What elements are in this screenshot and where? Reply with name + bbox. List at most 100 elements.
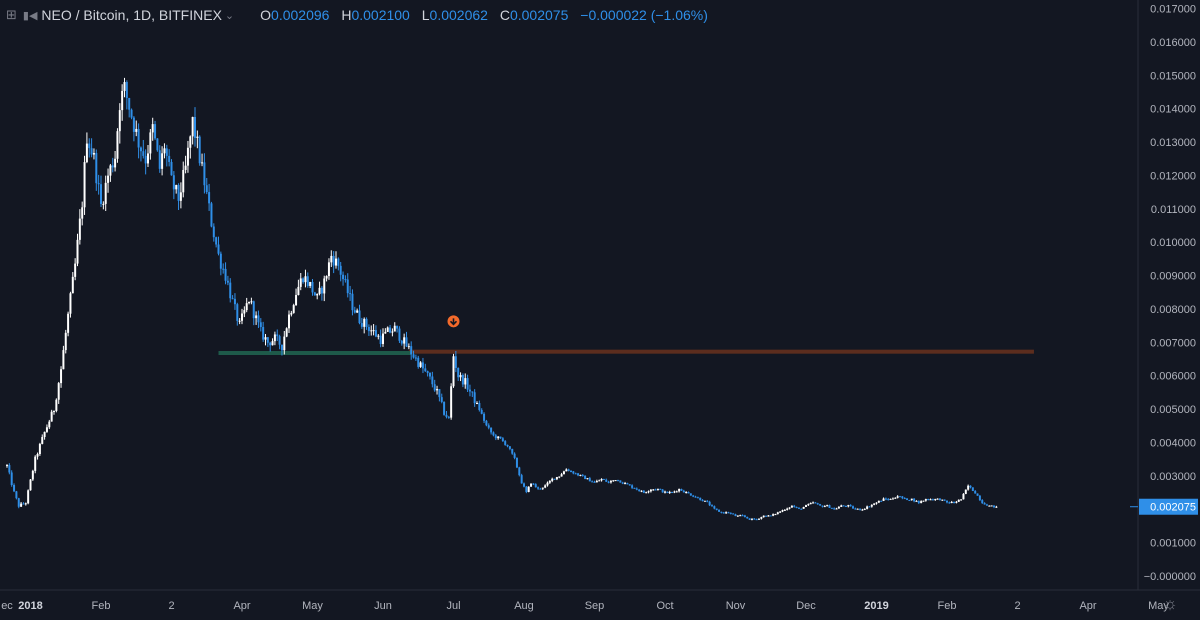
candle-body bbox=[243, 310, 246, 314]
candle-body bbox=[964, 489, 967, 494]
candle-body bbox=[356, 310, 359, 313]
candle-body bbox=[337, 258, 340, 266]
candle-body bbox=[523, 483, 525, 487]
candle-body bbox=[116, 131, 119, 159]
candle-body bbox=[654, 489, 657, 491]
candle-body bbox=[104, 182, 107, 204]
candle-body bbox=[400, 340, 403, 344]
candle-body bbox=[971, 487, 974, 491]
candle-body bbox=[974, 490, 977, 494]
candle-body bbox=[572, 471, 575, 474]
candle-body bbox=[525, 486, 528, 492]
y-tick-label: 0.014000 bbox=[1150, 104, 1196, 116]
candle-body bbox=[285, 328, 288, 337]
candle-body bbox=[55, 399, 58, 411]
candle-body bbox=[953, 501, 956, 503]
candle-body bbox=[591, 481, 594, 483]
candle-body bbox=[722, 512, 725, 514]
expand-icon[interactable]: ⊞ bbox=[6, 7, 17, 22]
candle-body bbox=[776, 512, 779, 515]
candle-body bbox=[788, 507, 791, 509]
candle-body bbox=[205, 185, 208, 193]
candle-body bbox=[807, 504, 810, 506]
candle-body bbox=[938, 498, 941, 501]
candle-body bbox=[262, 327, 265, 340]
candle-body bbox=[492, 432, 495, 436]
time-axis[interactable]: ec 2018 Feb 2 Apr May Jun Jul Aug Sep Oct Nov Dec 201… bbox=[1, 600, 1169, 612]
candle-body bbox=[736, 515, 739, 517]
support-level[interactable] bbox=[218, 351, 412, 356]
candle-body bbox=[43, 431, 46, 437]
candle-body bbox=[812, 502, 815, 504]
candle-body bbox=[417, 357, 420, 367]
candle-body bbox=[748, 518, 751, 520]
candle-body bbox=[826, 505, 829, 507]
candle-body bbox=[725, 512, 728, 514]
change-value: −0.000022 (−1.06%) bbox=[580, 7, 708, 23]
candle-body bbox=[631, 485, 634, 488]
candle-body bbox=[186, 147, 189, 166]
x-tick-label: 2018 bbox=[18, 600, 42, 612]
horizontal-levels[interactable] bbox=[218, 349, 1034, 356]
signal-marker[interactable] bbox=[447, 315, 460, 328]
candle-body bbox=[304, 276, 307, 283]
candle-body bbox=[273, 334, 276, 342]
candle-body bbox=[288, 314, 290, 329]
candle-body bbox=[391, 331, 394, 333]
chevron-down-icon[interactable]: ⌄ bbox=[224, 9, 235, 22]
resistance-level[interactable] bbox=[408, 349, 1034, 354]
candle-body bbox=[421, 362, 424, 369]
y-tick-label: 0.013000 bbox=[1150, 137, 1196, 149]
candle-body bbox=[478, 402, 481, 410]
candle-body bbox=[633, 487, 636, 489]
last-price-label: 0.002075 bbox=[1130, 498, 1198, 515]
candle-body bbox=[215, 237, 218, 245]
candle-body bbox=[118, 110, 121, 132]
candle-body bbox=[741, 515, 744, 517]
candle-body bbox=[530, 483, 533, 487]
candle-body bbox=[248, 301, 251, 304]
candle-body bbox=[499, 436, 502, 439]
candle-body bbox=[619, 480, 622, 483]
candle-body bbox=[370, 330, 373, 332]
candle-body bbox=[685, 492, 688, 494]
symbol-title[interactable]: NEO / Bitcoin, 1D, BITFINEX bbox=[41, 7, 222, 23]
candle-body bbox=[473, 392, 476, 404]
candle-body bbox=[210, 203, 213, 227]
candle-body bbox=[20, 503, 23, 507]
candle-body bbox=[936, 498, 939, 500]
candle-body bbox=[297, 286, 300, 296]
candle-body bbox=[612, 480, 615, 482]
candle-body bbox=[212, 226, 215, 238]
gear-icon[interactable]: ☼ bbox=[1162, 594, 1178, 613]
candle-body bbox=[565, 469, 568, 472]
candles[interactable] bbox=[6, 77, 998, 521]
candle-body bbox=[100, 184, 102, 204]
candle-body bbox=[29, 479, 32, 491]
candle-body bbox=[816, 503, 819, 505]
candle-body bbox=[365, 318, 368, 327]
x-tick-label: Aug bbox=[514, 600, 534, 612]
candle-body bbox=[196, 136, 199, 138]
candle-body bbox=[823, 506, 826, 508]
candle-body bbox=[922, 500, 925, 502]
candle-body bbox=[913, 498, 916, 502]
candle-body bbox=[142, 151, 145, 156]
candle-body bbox=[386, 327, 389, 332]
candle-body bbox=[485, 420, 488, 426]
candle-body bbox=[179, 192, 182, 201]
candle-body bbox=[137, 128, 140, 148]
candle-body bbox=[438, 389, 441, 398]
candle-body bbox=[969, 485, 972, 488]
candle-body bbox=[219, 253, 222, 269]
candle-body bbox=[649, 489, 652, 492]
bars-style-icon[interactable]: ▮◀ bbox=[22, 9, 38, 22]
candle-body bbox=[960, 499, 963, 501]
x-tick-label: May bbox=[1148, 600, 1169, 612]
price-axis[interactable]: 0.017000 0.016000 0.015000 0.014000 0.013000… bbox=[1144, 4, 1196, 584]
candle-body bbox=[393, 325, 396, 332]
candle-body bbox=[414, 357, 417, 359]
candle-body bbox=[168, 155, 171, 162]
candle-body bbox=[335, 258, 337, 266]
